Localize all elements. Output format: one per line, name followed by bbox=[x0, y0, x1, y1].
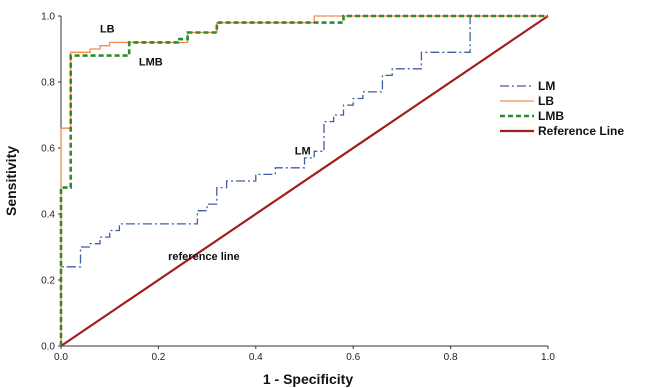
series-line-reference-line bbox=[60, 15, 549, 347]
y-axis-title: Sensitivity bbox=[3, 146, 19, 216]
annotation-label: LB bbox=[100, 24, 115, 36]
y-tick-label: 1.0 bbox=[41, 12, 55, 23]
series-line-lm bbox=[60, 15, 548, 346]
annotation-layer: LB LMB LM reference line bbox=[100, 24, 311, 264]
series-line-lb bbox=[60, 15, 548, 346]
x-tick-label: 0.4 bbox=[249, 352, 263, 363]
x-tick-label: 0.0 bbox=[54, 352, 68, 363]
x-tick-label: 1.0 bbox=[541, 352, 555, 363]
y-tick-label: 0.8 bbox=[41, 78, 55, 89]
series-line-lmb bbox=[59, 14, 548, 346]
x-tick-label: 0.8 bbox=[444, 352, 458, 363]
legend-label: LMB bbox=[538, 109, 564, 123]
annotation-label: reference line bbox=[168, 251, 240, 263]
y-tick-label: 0.2 bbox=[41, 276, 55, 287]
x-tick-label: 0.6 bbox=[346, 352, 360, 363]
legend-label: LM bbox=[538, 79, 555, 93]
x-tick-label: 0.2 bbox=[151, 352, 165, 363]
y-tick-label: 0.4 bbox=[41, 210, 55, 221]
annotation-label: LMB bbox=[139, 57, 163, 69]
legend-label: Reference Line bbox=[538, 124, 624, 138]
x-axis-title: 1 - Specificity bbox=[263, 371, 353, 387]
series-layer bbox=[59, 14, 549, 347]
annotation-label: LM bbox=[295, 146, 311, 158]
y-tick-label: 0.6 bbox=[41, 144, 55, 155]
legend-label: LB bbox=[538, 94, 554, 108]
axes: 0.0 0.2 0.4 0.6 0.8 1.0 0.0 0.2 0.4 0.6 0.8 1.0 bbox=[41, 12, 555, 364]
y-tick-label: 0.0 bbox=[41, 342, 55, 353]
